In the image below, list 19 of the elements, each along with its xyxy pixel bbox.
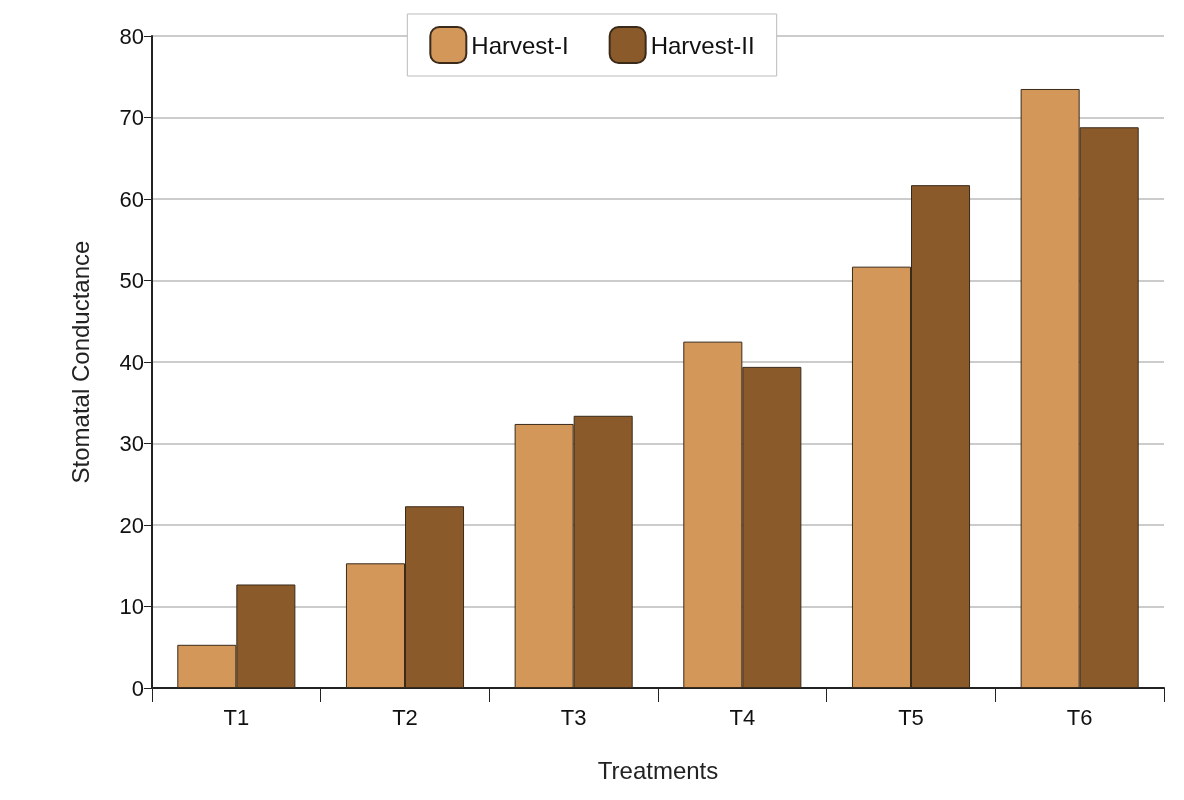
legend-label: Harvest-I bbox=[471, 31, 569, 59]
x-tick-label: T6 bbox=[1066, 704, 1093, 730]
y-tick-label: 60 bbox=[119, 186, 144, 212]
x-axis-title: Treatments bbox=[597, 756, 719, 784]
y-tick-label: 40 bbox=[119, 349, 144, 375]
x-tick-label: T3 bbox=[560, 704, 587, 730]
y-tick-label: 80 bbox=[119, 23, 144, 49]
y-tick-label: 10 bbox=[119, 594, 144, 619]
x-tick-label: T5 bbox=[898, 704, 924, 730]
y-tick-label: 50 bbox=[119, 268, 144, 293]
y-tick-label: 30 bbox=[119, 431, 144, 456]
y-axis-title: Stomatal Conductance bbox=[66, 240, 94, 484]
x-tick-label: T4 bbox=[729, 704, 756, 730]
x-tick-label: T2 bbox=[392, 704, 418, 730]
y-tick-label: 0 bbox=[131, 675, 144, 701]
y-tick-label: 20 bbox=[119, 512, 144, 538]
y-tick-label: 70 bbox=[119, 105, 144, 130]
x-tick-label: T1 bbox=[223, 704, 250, 730]
legend-label: Harvest-II bbox=[650, 31, 755, 59]
